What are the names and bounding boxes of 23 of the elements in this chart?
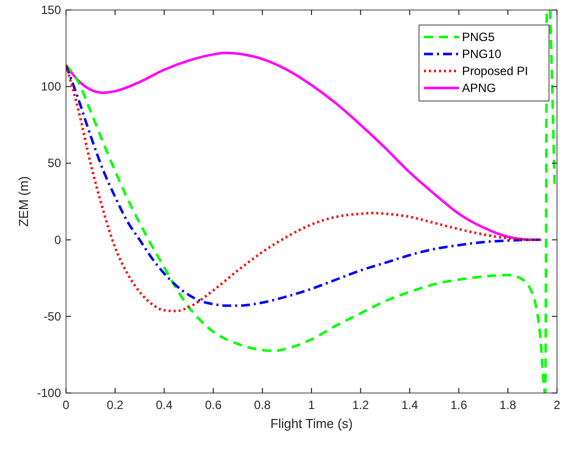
x-axis-title: Flight Time (s) (270, 416, 353, 431)
x-tick-label: 0.8 (254, 398, 272, 412)
x-tick-label: 0.2 (106, 398, 124, 412)
x-tick-label: 2 (554, 398, 561, 412)
legend-label: APNG (462, 81, 496, 95)
y-tick-label: 0 (54, 232, 62, 247)
y-tick-label: -100 (36, 386, 62, 400)
y-axis-title: ZEM (m) (16, 176, 31, 227)
x-tick-label: 0.4 (156, 398, 173, 412)
x-tick-label: 1.8 (500, 398, 517, 412)
y-tick-label: -50 (44, 309, 62, 324)
x-tick-label: 0 (62, 398, 70, 412)
y-tick-label: 50 (48, 156, 62, 170)
y-tick-label: 150 (40, 3, 62, 17)
x-tick-label: 0.6 (204, 398, 222, 412)
y-tick-label: 100 (40, 80, 62, 94)
legend-label: Proposed PI (462, 64, 528, 78)
x-tick-label: 1.6 (450, 398, 468, 412)
x-tick-label: 1 (308, 398, 316, 412)
legend-label: PNG5 (462, 30, 496, 44)
x-tick-label: 1.2 (352, 398, 370, 412)
legend-label: PNG10 (462, 47, 502, 61)
x-tick-label: 1.4 (401, 398, 418, 412)
